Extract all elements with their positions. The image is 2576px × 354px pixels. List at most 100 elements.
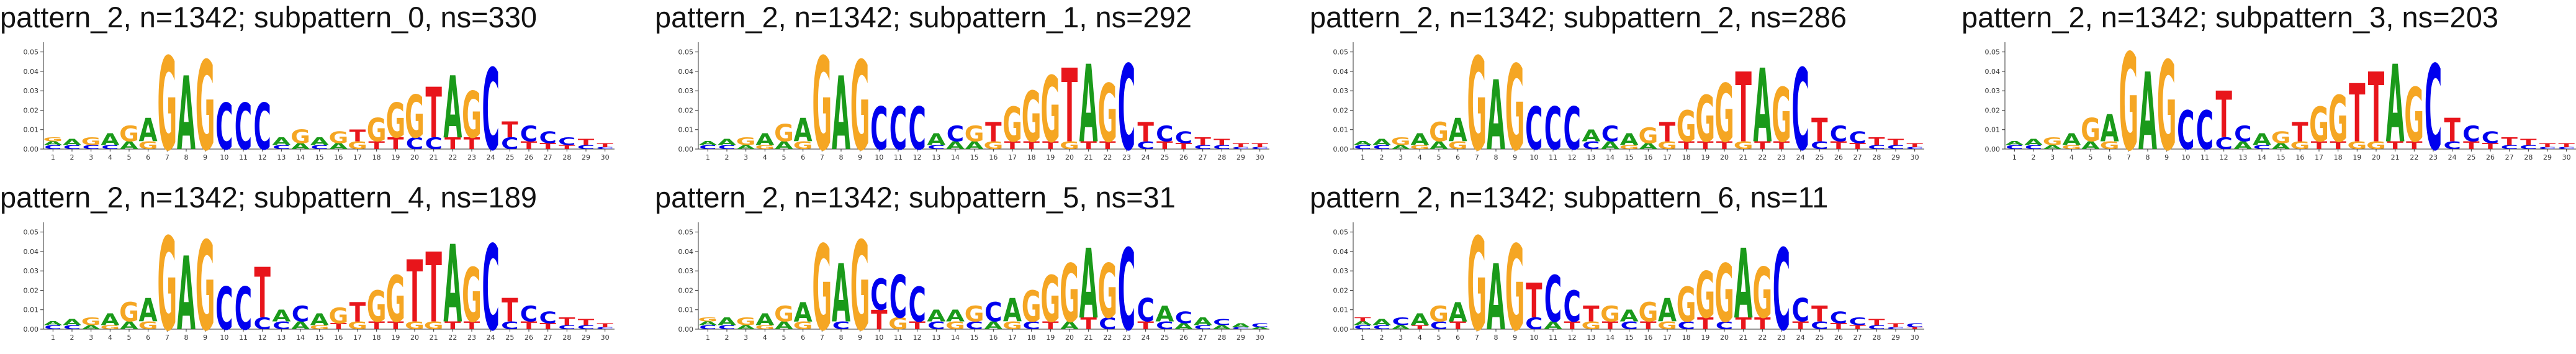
x-tick-label: 1: [1361, 334, 1365, 342]
logo-letter-T: T: [444, 320, 461, 332]
logo-letter-G: G: [196, 216, 215, 354]
logo-letter-T: T: [1754, 314, 1771, 333]
x-tick-label: 20: [1065, 153, 1074, 161]
logo-letter-A: A: [43, 320, 62, 327]
x-tick-label: 3: [1398, 334, 1403, 342]
x-tick-label: 30: [601, 334, 610, 342]
x-tick-label: 30: [2562, 153, 2571, 161]
logo-letter-C: C: [215, 91, 233, 165]
x-tick-label: 2: [1380, 153, 1384, 161]
logo-letter-C: C: [889, 94, 907, 163]
x-tick-label: 18: [1682, 153, 1691, 161]
logo-letter-T: T: [1583, 302, 1599, 327]
logo-letter-C: C: [235, 91, 252, 165]
logo-letter-G: G: [1022, 283, 1042, 332]
x-tick-label: 21: [1084, 153, 1093, 161]
x-tick-label: 23: [2429, 153, 2438, 161]
x-tick-label: 10: [2181, 153, 2190, 161]
logo-letter-G: G: [888, 314, 908, 333]
y-tick-label: 0.03: [24, 267, 39, 275]
logo-letter-T: T: [578, 138, 595, 147]
logo-letter-T: T: [407, 243, 423, 342]
x-tick-label: 11: [894, 334, 903, 342]
logo-letter-A: A: [2101, 107, 2119, 150]
logo-letter-G: G: [1410, 144, 1430, 150]
logo-letter-T: T: [2539, 142, 2556, 148]
x-tick-label: 27: [2505, 153, 2514, 161]
logo-letter-G: G: [462, 79, 482, 153]
logo-letter-A: A: [443, 224, 462, 347]
x-tick-label: 6: [801, 334, 805, 342]
x-tick-label: 8: [839, 334, 844, 342]
logo-letter-G: G: [310, 324, 330, 330]
logo-letter-T: T: [1004, 140, 1021, 152]
logo-letter-G: G: [2081, 112, 2101, 149]
logo-letter-T: T: [1659, 117, 1676, 148]
logo-letter-T: T: [444, 134, 461, 153]
logo-letter-C: C: [520, 302, 538, 327]
logo-letter-C: C: [272, 320, 290, 332]
logo-letter-A: A: [755, 130, 775, 149]
logo-letter-G: G: [1677, 278, 1696, 334]
x-tick-label: 19: [391, 334, 400, 342]
y-tick-label: 0.03: [1333, 267, 1349, 275]
x-tick-label: 16: [2295, 153, 2304, 161]
logo-letter-C: C: [1213, 144, 1230, 150]
x-tick-label: 14: [296, 334, 305, 342]
logo-letter-T: T: [1831, 140, 1847, 152]
logo-letter-T: T: [464, 320, 480, 332]
logo-letter-C: C: [577, 144, 595, 150]
logo-letter-C: C: [2425, 42, 2442, 178]
logo-letter-C: C: [539, 308, 556, 327]
x-tick-label: 22: [1103, 334, 1112, 342]
logo-letter-T: T: [2520, 138, 2537, 147]
y-tick-label: 0.04: [24, 248, 39, 256]
logo-letter-A: A: [310, 311, 330, 329]
x-tick-label: 2: [70, 153, 74, 161]
y-tick-label: 0.00: [24, 145, 39, 153]
logo-letter-T: T: [1640, 320, 1657, 332]
logo-letter-A: A: [1372, 318, 1392, 327]
logo-letter-A: A: [927, 306, 946, 325]
logo-letter-C: C: [699, 324, 716, 330]
x-tick-label: 29: [2543, 153, 2552, 161]
logo-letter-G: G: [736, 315, 756, 328]
logo-letter-G: G: [2157, 36, 2177, 178]
logo-letter-A: A: [1620, 306, 1639, 325]
x-tick-label: 3: [1398, 153, 1403, 161]
logo-letter-G: G: [1002, 98, 1022, 153]
x-tick-label: 9: [1513, 153, 1517, 161]
logo-letter-T: T: [349, 297, 366, 328]
logo-letter-T: T: [1811, 302, 1827, 327]
logo-letter-C: C: [501, 320, 518, 332]
y-tick-label: 0.00: [1333, 325, 1349, 334]
logo-letter-A: A: [1753, 47, 1772, 165]
logo-letter-T: T: [254, 253, 270, 334]
logo-letter-C: C: [1677, 320, 1695, 332]
logo-letter-C: C: [1373, 324, 1390, 330]
logo-letter-G: G: [774, 302, 794, 327]
logo-panel-4: pattern_2, n=1342; subpattern_4, ns=189 …: [0, 180, 621, 354]
x-tick-label: 12: [913, 153, 922, 161]
logo-letter-C: C: [1830, 308, 1847, 327]
logo-letter-T: T: [578, 318, 595, 327]
sequence-logo-chart: 0.000.010.020.030.040.051 2 3 4 5 6 7 8 9 10 11 12 1…: [678, 31, 1269, 179]
x-tick-label: 21: [2391, 153, 2400, 161]
logo-letter-T: T: [1735, 53, 1752, 165]
logo-letter-T: T: [387, 320, 404, 332]
x-tick-label: 21: [1084, 334, 1093, 342]
logo-letter-G: G: [1467, 31, 1487, 179]
logo-letter-C: C: [718, 144, 736, 150]
x-tick-label: 13: [932, 153, 940, 161]
logo-letter-C: C: [1544, 94, 1562, 163]
logo-letter-C: C: [1791, 292, 1809, 329]
logo-letter-A: A: [329, 142, 348, 151]
logo-letter-C: C: [1868, 324, 1885, 330]
x-tick-label: 21: [430, 153, 438, 161]
logo-letter-C: C: [101, 144, 119, 150]
x-tick-label: 6: [146, 334, 150, 342]
logo-letter-C: C: [1175, 308, 1192, 327]
logo-letter-A: A: [698, 320, 717, 327]
x-tick-label: 5: [127, 334, 132, 342]
logo-letter-A: A: [832, 55, 850, 173]
